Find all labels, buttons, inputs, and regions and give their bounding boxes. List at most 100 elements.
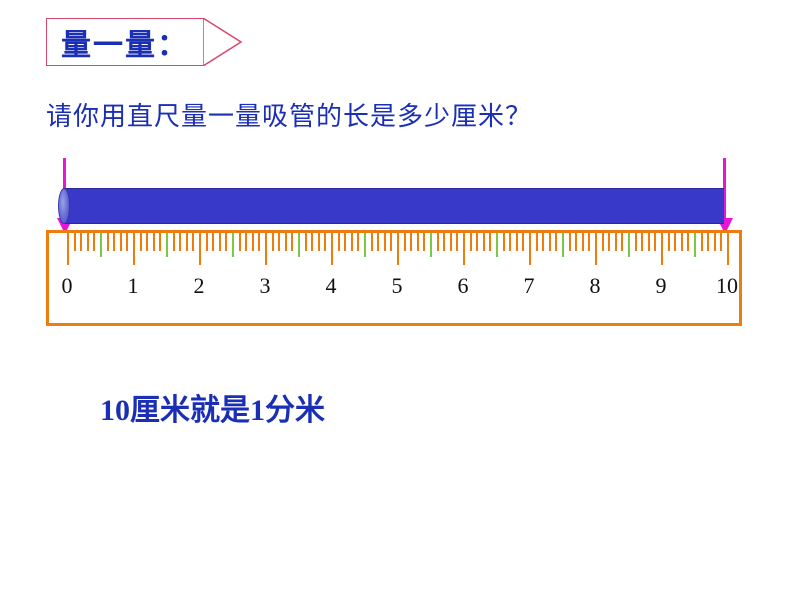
ruler-tick [569,233,571,251]
ruler-tick [648,233,650,251]
ruler-tick [258,233,260,251]
ruler-tick [364,233,366,257]
ruler-tick [245,233,247,251]
ruler-tick [133,233,135,265]
ruler-tick [555,233,557,251]
title-rect: 量一量： [46,18,204,66]
ruler-tick [140,233,142,251]
ruler-tick [357,233,359,251]
ruler-label: 4 [326,273,337,299]
ruler-tick [522,233,524,251]
ruler-tick [575,233,577,251]
ruler-tick [595,233,597,265]
straw-end-cap [58,188,70,224]
question-text: 请你用直尺量一量吸管的长是多少厘米？ [46,96,532,133]
ruler-tick [701,233,703,251]
ruler-tick [437,233,439,251]
ruler-tick [351,233,353,251]
ruler-tick [476,233,478,251]
ruler-tick [232,233,234,257]
ruler-tick [628,233,630,257]
ruler-tick [694,233,696,257]
ruler-tick [298,233,300,257]
ruler-tick [390,233,392,251]
ruler-tick [661,233,663,265]
ruler-tick [668,233,670,251]
measurement-diagram: 012345678910 [46,158,742,338]
ruler-ticks [49,233,739,267]
ruler-tick [199,233,201,265]
ruler-tick [305,233,307,251]
ruler-tick [470,233,472,251]
ruler-tick [529,233,531,265]
ruler-tick [100,233,102,257]
ruler-tick [87,233,89,251]
ruler-tick [311,233,313,251]
ruler-tick [562,233,564,257]
ruler-tick [384,233,386,251]
ruler-tick [509,233,511,251]
ruler-tick [377,233,379,251]
straw-body [64,188,724,224]
ruler-tick [720,233,722,251]
ruler-tick [186,233,188,251]
ruler-label: 6 [458,273,469,299]
straw-object [58,188,724,224]
ruler-tick [489,233,491,251]
ruler-tick [714,233,716,251]
ruler-tick [410,233,412,251]
ruler-label: 5 [392,273,403,299]
ruler-tick [654,233,656,251]
ruler-tick [635,233,637,251]
ruler-tick [285,233,287,251]
ruler-label: 8 [590,273,601,299]
ruler-tick [450,233,452,251]
ruler-tick [93,233,95,251]
ruler-tick [252,233,254,251]
ruler-tick [423,233,425,251]
ruler-label: 10 [716,273,738,299]
ruler-tick [615,233,617,251]
ruler-tick [338,233,340,251]
ruler-tick [456,233,458,251]
ruler-tick [621,233,623,251]
ruler-tick [641,233,643,251]
ruler-tick [371,233,373,251]
ruler-tick [681,233,683,251]
ruler-tick [126,233,128,251]
ruler-tick [404,233,406,251]
ruler-tick [674,233,676,251]
ruler-tick [549,233,551,251]
ruler-tick [166,233,168,257]
ruler-tick [206,233,208,251]
ruler-tick [153,233,155,251]
ruler-tick [212,233,214,251]
ruler-tick [291,233,293,251]
ruler-tick [707,233,709,251]
ruler-tick [542,233,544,251]
ruler-tick [67,233,69,265]
ruler-label: 2 [194,273,205,299]
ruler-tick [107,233,109,251]
ruler-tick [608,233,610,251]
conclusion-text: 10厘米就是1分米 [100,385,325,429]
ruler-tick [219,233,221,251]
title-callout: 量一量： [46,18,243,66]
ruler-label: 9 [656,273,667,299]
ruler-label: 3 [260,273,271,299]
ruler-label: 7 [524,273,535,299]
ruler-tick [397,233,399,265]
ruler-label: 0 [62,273,73,299]
ruler-tick [225,233,227,251]
ruler-tick [318,233,320,251]
title-pointer-icon [204,18,243,66]
ruler-tick [516,233,518,251]
ruler: 012345678910 [46,230,742,326]
ruler-tick [192,233,194,251]
ruler-tick [278,233,280,251]
ruler-tick [113,233,115,251]
ruler-tick [344,233,346,251]
ruler-tick [496,233,498,257]
ruler-tick [588,233,590,251]
ruler-tick [159,233,161,251]
